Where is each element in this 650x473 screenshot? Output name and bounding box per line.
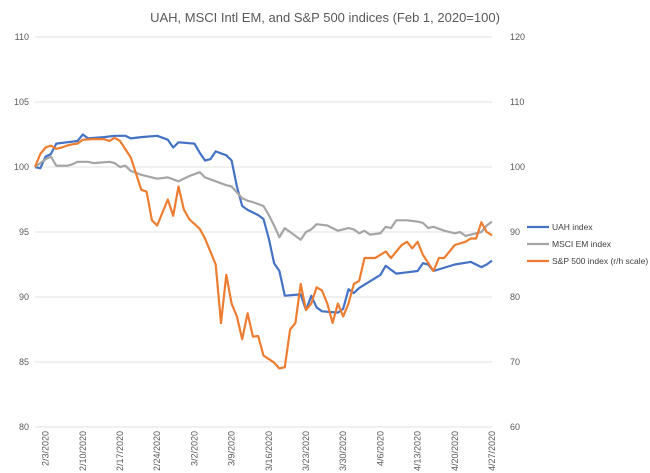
- left-tick-label: 90: [19, 292, 29, 302]
- x-tick-label: 3/2/2020: [189, 431, 199, 466]
- left-tick-label: 85: [19, 357, 29, 367]
- x-axis: 2/3/2020 2/10/2020 2/17/2020 2/24/2020 3/2/2…: [41, 431, 497, 471]
- right-tick-label: 110: [510, 97, 524, 107]
- series-line-3: [33, 136, 493, 370]
- right-tick-label: 100: [510, 162, 525, 172]
- right-tick-label: 80: [510, 292, 520, 302]
- gridlines: [35, 36, 492, 428]
- left-tick-label: 100: [14, 162, 29, 172]
- x-tick-label: 4/13/2020: [413, 431, 423, 471]
- left-tick-label: 105: [14, 97, 29, 107]
- right-tick-label: 90: [510, 227, 520, 237]
- x-tick-label: 4/6/2020: [375, 431, 385, 466]
- legend-label: MSCI EM index: [552, 239, 612, 249]
- left-tick-label: 95: [19, 227, 29, 237]
- x-tick-label: 2/17/2020: [115, 431, 125, 471]
- right-tick-label: 70: [510, 357, 520, 367]
- x-tick-label: 2/10/2020: [78, 431, 88, 471]
- x-tick-label: 3/9/2020: [227, 431, 237, 466]
- right-tick-label: 60: [510, 422, 520, 432]
- legend-label: S&P 500 index (r/h scale): [552, 256, 648, 266]
- legend-label: UAH index: [552, 222, 593, 232]
- series-lines: [33, 133, 493, 370]
- right-tick-label: 120: [510, 32, 525, 42]
- right-y-axis: 60 70 80 90 100 110 120: [510, 32, 525, 432]
- series-line-1: [34, 133, 493, 314]
- left-tick-label: 110: [15, 32, 29, 42]
- left-tick-label: 80: [19, 422, 29, 432]
- x-tick-label: 4/27/2020: [487, 431, 497, 471]
- legend: UAH index MSCI EM index S&P 500 index (r/h…: [527, 222, 648, 266]
- x-tick-label: 3/23/2020: [301, 431, 311, 471]
- x-tick-label: 2/24/2020: [152, 431, 162, 471]
- left-y-axis: 80 85 90 95 100 105 110: [14, 32, 29, 432]
- x-tick-label: 3/30/2020: [338, 431, 348, 471]
- x-tick-label: 4/20/2020: [450, 431, 460, 471]
- x-tick-label: 3/16/2020: [264, 431, 274, 471]
- x-tick-label: 2/3/2020: [41, 431, 51, 466]
- series-line-2: [34, 155, 493, 241]
- chart-title: UAH, MSCI Intl EM, and S&P 500 indices (…: [150, 10, 500, 25]
